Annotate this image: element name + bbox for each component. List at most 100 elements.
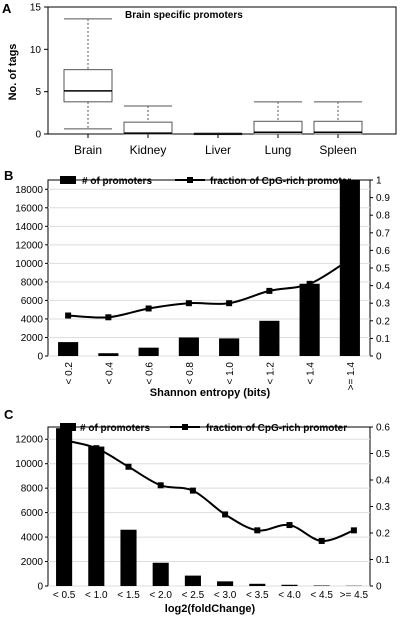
panel-c-y-tick-label-left: 8000 — [21, 484, 44, 495]
panel-c-y-tick-label-right: 0.1 — [376, 555, 390, 566]
panel-c-x-tick-label: >= 4.5 — [340, 590, 369, 601]
panel-c-x-label: log2(foldChange) — [165, 603, 256, 615]
panel-c-line-point — [350, 527, 357, 534]
panel-b-legend-bar-swatch — [60, 176, 76, 184]
panel-c-x-tick-label: < 2.5 — [182, 590, 205, 601]
panel-c-x-tick-label: < 3.0 — [214, 590, 237, 601]
panel-c-y-tick-label-right: 0.5 — [376, 449, 390, 460]
panel-c-y-tick-label-right: 0.3 — [376, 502, 390, 513]
panel-c-legend-bar-label: # of promoters — [80, 423, 150, 434]
panel-c-y-tick-label-left: 0 — [37, 582, 43, 593]
panel-b: B Shannon entropy (bits) 0 2000 4000 6000 80… — [4, 168, 390, 399]
panel-c-bar — [120, 529, 137, 586]
panel-c-bar — [184, 575, 201, 586]
panel-a-letter: A — [2, 1, 12, 16]
panel-b-y-tick-label-right: 0.5 — [376, 264, 390, 275]
panel-b-line-point — [185, 300, 192, 307]
panel-c-x-tick-label: < 1.5 — [117, 590, 140, 601]
panel-b-y-tick-label-right: 0.9 — [376, 193, 390, 204]
panel-a: A Brain specific promoters No. of tags 0… — [2, 1, 397, 157]
panel-b-y-tick-label-left: 0 — [37, 352, 43, 363]
panel-b-y-tick-label-right: 0.8 — [376, 211, 390, 222]
panel-a-y-label: No. of tags — [7, 44, 19, 101]
panel-a-y-tick-label: 15 — [30, 3, 42, 14]
panel-b-x-tick-label: < 0.4 — [104, 362, 115, 385]
panel-c-x-tick-label: < 3.5 — [246, 590, 269, 601]
panel-c-y-tick-label-left: 12000 — [15, 435, 43, 446]
panel-b-y-tick-label-left: 12000 — [15, 240, 43, 251]
panel-b-bar — [178, 337, 199, 356]
panel-b-y-tick-label-right: 0.7 — [376, 228, 390, 239]
panel-b-y-tick-label-right: 0.2 — [376, 316, 390, 327]
panel-c-line-point — [222, 511, 229, 518]
panel-b-line-point — [105, 314, 112, 321]
panel-c-y-tick-label-left: 6000 — [21, 508, 44, 519]
panel-b-bar — [339, 180, 360, 356]
panel-b-line-point — [306, 280, 313, 287]
panel-b-legend-bar-label: # of promoters — [82, 176, 152, 187]
panel-a-box — [123, 121, 173, 135]
panel-c-y-tick-label-right: 0 — [376, 582, 382, 593]
panel-b-bar — [138, 347, 159, 356]
panel-c-x-tick-label: < 4.5 — [310, 590, 333, 601]
panel-c-line-point — [286, 522, 293, 529]
panel-c-bar — [281, 584, 298, 586]
panel-a-x-tick-label: Lung — [265, 143, 292, 157]
panel-c-bar — [88, 446, 105, 586]
panel-b-bar — [299, 283, 320, 356]
panel-b-x-label: Shannon entropy (bits) — [150, 387, 271, 399]
panel-b-y-tick-label-left: 2000 — [21, 333, 44, 344]
panel-c-line — [63, 439, 355, 542]
panel-b-bar — [259, 320, 280, 356]
panel-a-y-tick-label: 10 — [30, 45, 42, 56]
panel-c-line-point — [157, 482, 164, 489]
panel-a-y-tick-label: 5 — [35, 87, 41, 98]
panel-b-line — [68, 258, 351, 319]
panel-c-bar — [56, 428, 73, 586]
panel-b-y-tick-label-left: 16000 — [15, 203, 43, 214]
panel-a-x-tick-label: Liver — [205, 143, 231, 157]
panel-b-x-tick-label: < 0.6 — [145, 362, 156, 385]
panel-c: C log2(foldChange) 0 2000 4000 6000 8000 1000… — [4, 407, 390, 615]
panel-b-line-point — [65, 312, 72, 319]
panel-b-y-tick-label-left: 4000 — [21, 314, 44, 325]
panel-b-y-tick-label-left: 10000 — [15, 259, 43, 270]
panel-b-y-tick-label-left: 8000 — [21, 277, 44, 288]
panel-b-y-tick-label-left: 14000 — [15, 222, 43, 233]
panel-b-x-tick-label: < 0.8 — [185, 362, 196, 385]
panel-c-legend-bar-swatch — [60, 423, 76, 431]
panel-c-line-point — [61, 437, 68, 444]
panel-c-line-point — [125, 463, 132, 470]
panel-c-y-tick-label-left: 10000 — [15, 459, 43, 470]
panel-a-y-tick-label: 0 — [35, 130, 41, 141]
panel-b-y-tick-label-right: 0.4 — [376, 281, 390, 292]
panel-c-y-tick-label-left: 2000 — [21, 557, 44, 568]
panel-b-y-tick-label-right: 0.6 — [376, 246, 390, 257]
panel-c-y-tick-label-left: 4000 — [21, 533, 44, 544]
panel-a-title: Brain specific promoters — [125, 10, 243, 21]
panel-b-line-point — [346, 256, 353, 263]
panel-b-x-tick-label: < 1.4 — [306, 362, 317, 385]
panel-b-x-tick-label: < 0.2 — [64, 362, 75, 385]
panel-c-line-point — [189, 487, 196, 494]
panel-a-box — [63, 69, 113, 103]
panel-c-bar — [249, 583, 266, 586]
panel-b-bar — [219, 338, 240, 356]
panel-c-letter: C — [4, 407, 14, 422]
panel-c-line-point — [254, 527, 261, 534]
panel-b-x-tick-label: < 1.2 — [265, 362, 276, 385]
panel-b-line-point — [145, 305, 152, 312]
panel-b-legend-line-marker — [187, 177, 193, 183]
panel-c-x-tick-label: < 0.5 — [53, 590, 76, 601]
panel-c-line-point — [93, 445, 100, 452]
panel-b-y-tick-label-left: 18000 — [15, 185, 43, 196]
panel-b-y-tick-label-right: 0.1 — [376, 334, 390, 345]
panel-c-y-tick-label-right: 0.6 — [376, 423, 390, 434]
panel-a-box — [253, 120, 303, 135]
panel-c-legend-line-label: fraction of CpG-rich promoter — [206, 423, 347, 434]
panel-c-legend-line-marker — [182, 424, 188, 430]
panel-b-line-point — [266, 287, 273, 294]
panel-a-x-tick-label: Spleen — [319, 143, 356, 157]
panel-a-box — [313, 120, 363, 135]
panel-c-line-point — [318, 537, 325, 544]
